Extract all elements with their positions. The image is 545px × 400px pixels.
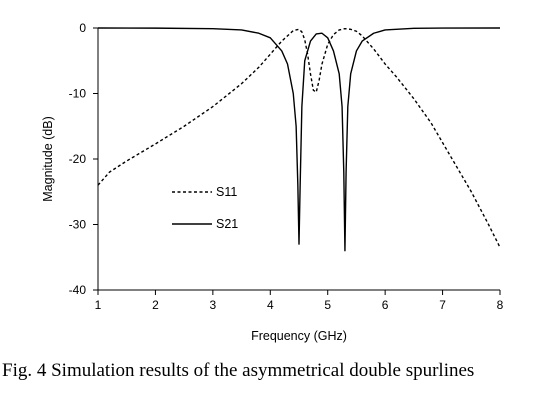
figure-caption: Fig. 4 Simulation results of the asymmet… [2, 360, 475, 381]
x-tick-label: 4 [267, 298, 274, 312]
y-tick-label: -10 [69, 87, 87, 101]
series-layer [97, 27, 501, 252]
x-tick-label: 5 [324, 298, 331, 312]
y-axis-label: Magnitude (dB) [41, 116, 55, 201]
series-line-s11 [97, 27, 501, 248]
legend-label-s11: S11 [216, 185, 237, 199]
x-tick-label: 1 [95, 298, 102, 312]
x-tick-label: 6 [382, 298, 389, 312]
y-tick-label: 0 [79, 21, 86, 35]
y-tick-label: -30 [69, 218, 87, 232]
legend-label-s21: S21 [216, 217, 238, 231]
y-tick-label: -40 [69, 283, 87, 297]
chart: 0 -10 -20 -30 -40 1 2 3 4 5 6 7 8 S11 S21 Frequency (… [41, 21, 504, 343]
y-tick-label: -20 [69, 152, 87, 166]
x-axis-label: Frequency (GHz) [251, 329, 347, 343]
axes: 0 -10 -20 -30 -40 1 2 3 4 5 6 7 8 [69, 21, 504, 312]
x-tick-label: 2 [152, 298, 159, 312]
legend: S11 S21 [172, 185, 238, 231]
x-tick-label: 3 [210, 298, 217, 312]
x-tick-label: 8 [497, 298, 504, 312]
series-line-s21 [97, 27, 501, 252]
x-tick-label: 7 [439, 298, 446, 312]
